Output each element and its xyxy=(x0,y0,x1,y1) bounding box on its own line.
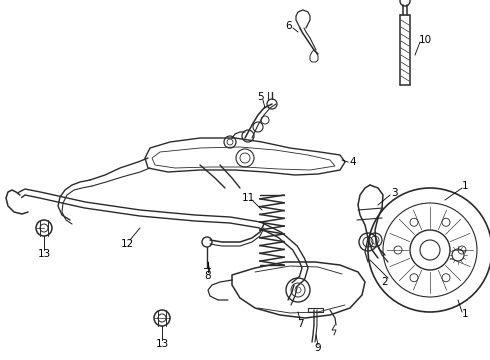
Text: 12: 12 xyxy=(121,239,134,249)
Text: 1: 1 xyxy=(462,181,468,191)
Text: 13: 13 xyxy=(155,339,169,349)
Text: 1: 1 xyxy=(462,309,468,319)
Text: 2: 2 xyxy=(382,277,388,287)
Text: 3: 3 xyxy=(391,188,397,198)
Text: 4: 4 xyxy=(350,157,356,167)
Text: 11: 11 xyxy=(242,193,255,203)
Text: 7: 7 xyxy=(296,319,303,329)
Text: 10: 10 xyxy=(418,35,432,45)
Text: 13: 13 xyxy=(37,249,50,259)
Text: 8: 8 xyxy=(205,271,211,281)
Text: 6: 6 xyxy=(286,21,293,31)
Text: 5: 5 xyxy=(257,92,263,102)
Text: 9: 9 xyxy=(315,343,321,353)
